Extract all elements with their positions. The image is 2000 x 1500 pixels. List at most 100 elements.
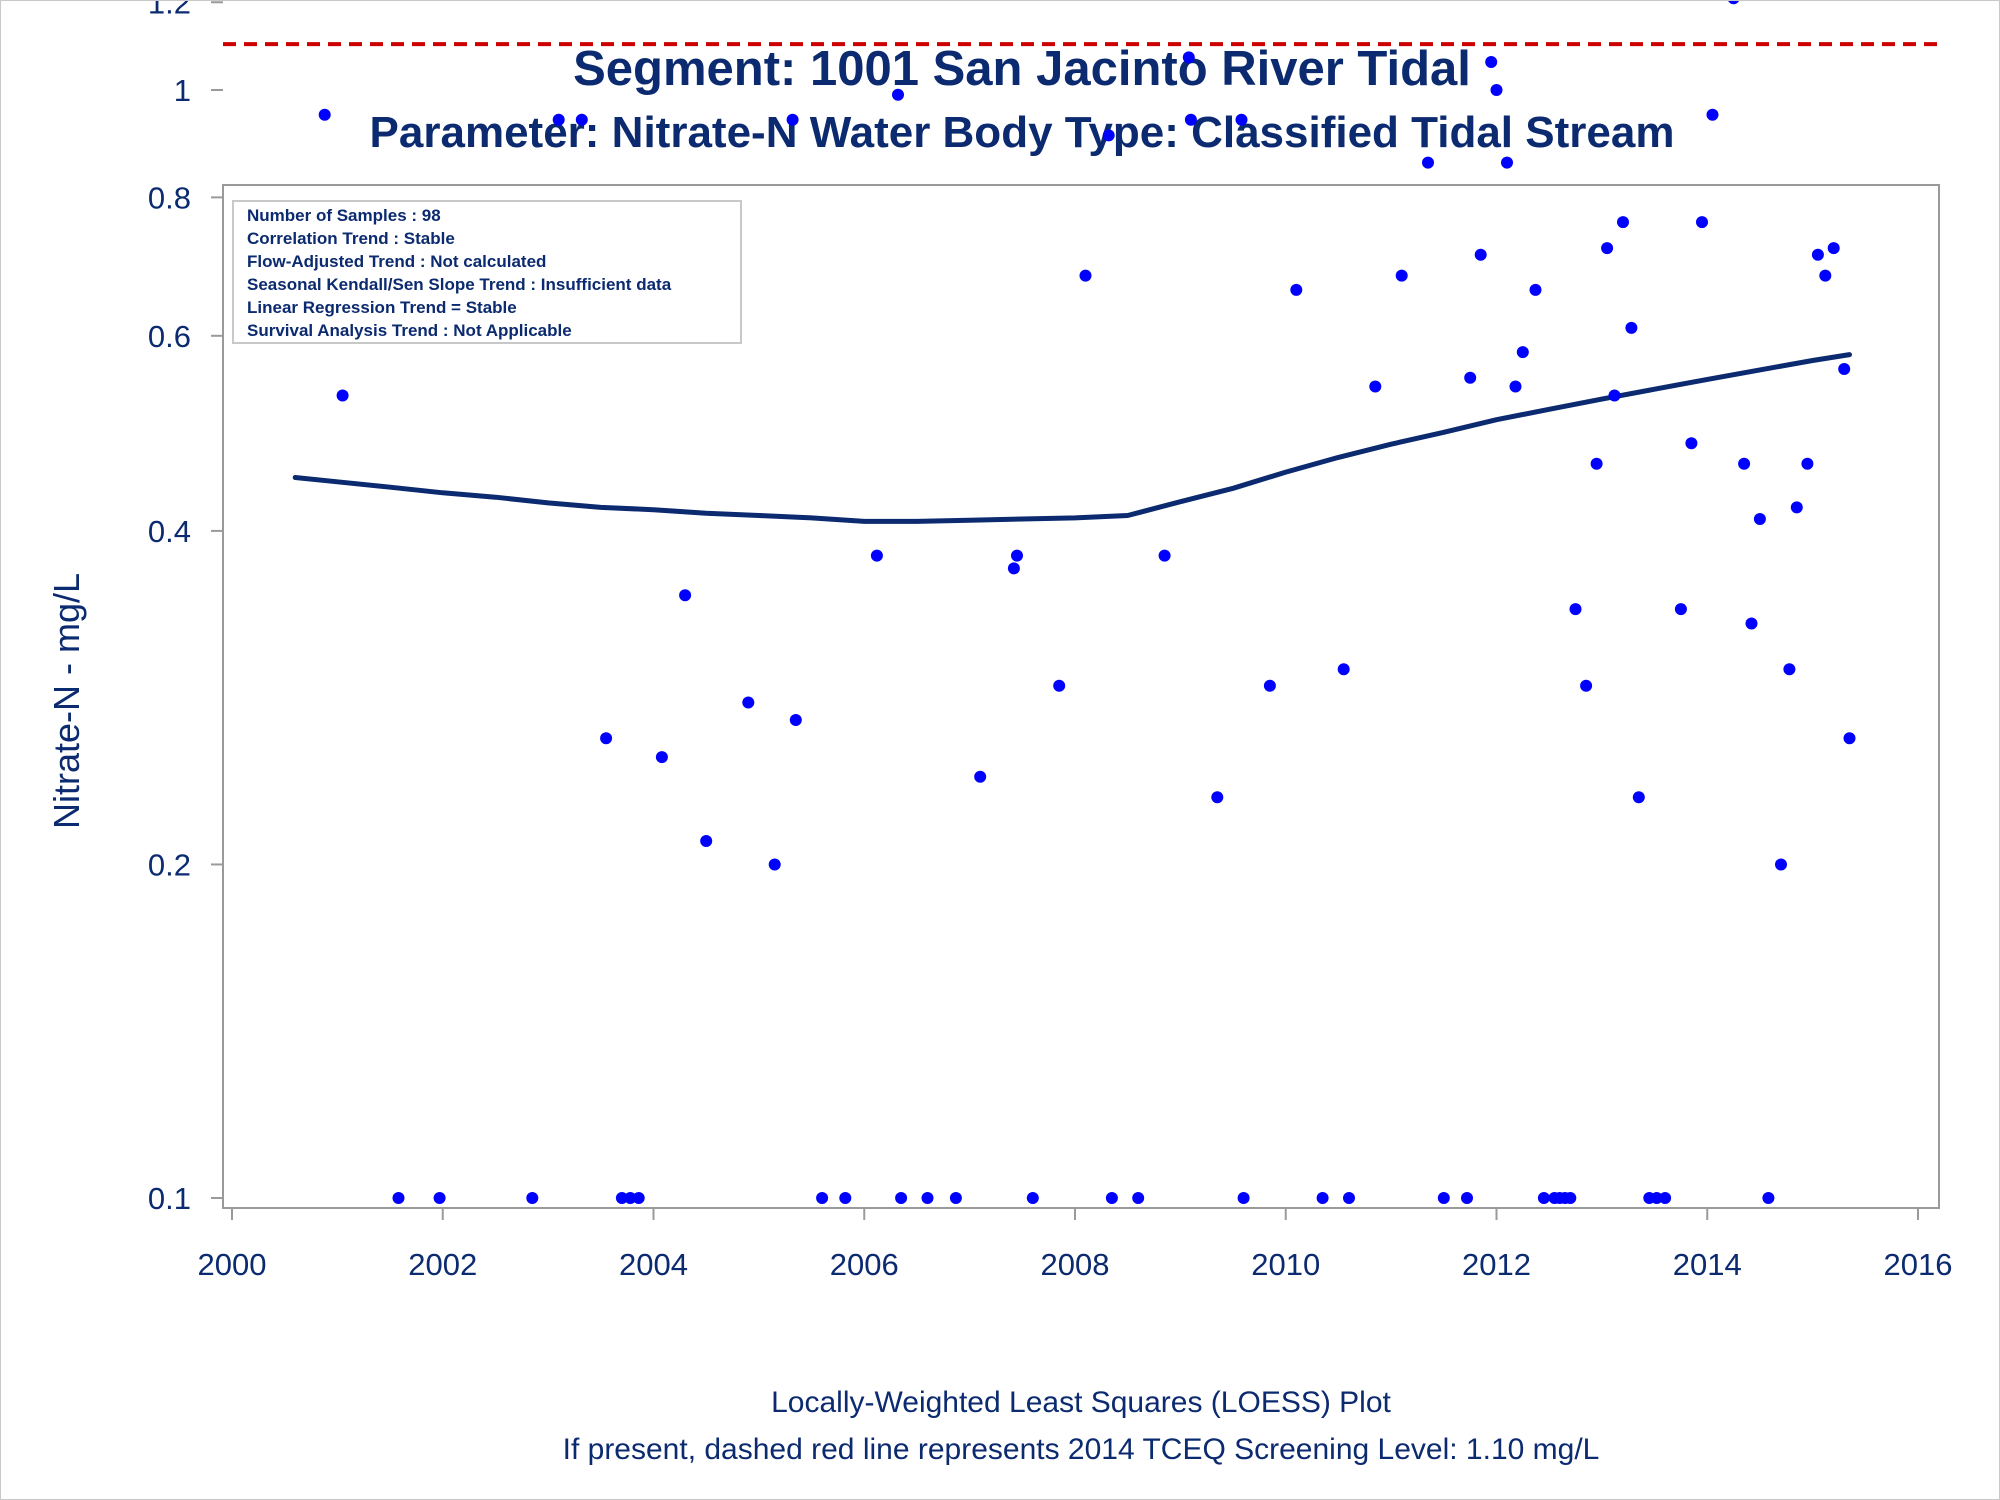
data-point bbox=[1537, 1192, 1550, 1204]
data-point bbox=[768, 858, 781, 871]
data-point bbox=[1569, 603, 1582, 616]
x-tick-label: 2012 bbox=[1462, 1247, 1531, 1282]
data-point bbox=[1105, 1192, 1118, 1204]
data-point bbox=[1490, 84, 1503, 96]
points-layer bbox=[284, 1, 1856, 1204]
x-tick-label: 2000 bbox=[198, 1247, 267, 1282]
data-point bbox=[1079, 269, 1092, 282]
data-point bbox=[1235, 113, 1248, 126]
data-point bbox=[786, 113, 799, 126]
data-point bbox=[1007, 562, 1020, 575]
data-point bbox=[1590, 457, 1603, 470]
data-point bbox=[1437, 1192, 1450, 1204]
data-point bbox=[1564, 1192, 1577, 1204]
data-point bbox=[600, 732, 613, 745]
data-point bbox=[679, 589, 692, 602]
data-point bbox=[1158, 549, 1171, 562]
data-point bbox=[1263, 679, 1276, 692]
data-point bbox=[1184, 113, 1197, 126]
data-point bbox=[1601, 242, 1614, 255]
stats-line: Linear Regression Trend = Stable bbox=[247, 298, 517, 317]
x-axis: 2000 2002 2004 2006 2008 2010 2012 2014 2016 bbox=[198, 1208, 1953, 1282]
data-point bbox=[1801, 457, 1814, 470]
data-point bbox=[392, 1192, 405, 1204]
data-point bbox=[1337, 663, 1350, 676]
data-point bbox=[1650, 1192, 1663, 1204]
data-point bbox=[1422, 156, 1434, 169]
data-point bbox=[1728, 1, 1739, 5]
data-point bbox=[1501, 156, 1513, 169]
x-tick-label: 2016 bbox=[1884, 1247, 1953, 1282]
data-point bbox=[1674, 603, 1687, 616]
data-point bbox=[1617, 216, 1629, 229]
data-point bbox=[1464, 371, 1477, 384]
data-point bbox=[1685, 437, 1698, 450]
chart-subtitle: Parameter: Nitrate-N Water Body Type: Cl… bbox=[370, 108, 1675, 157]
data-point bbox=[700, 835, 713, 847]
data-point bbox=[742, 696, 755, 709]
data-point bbox=[318, 108, 331, 121]
x-tick-label: 2002 bbox=[408, 1247, 477, 1282]
data-point bbox=[1608, 389, 1621, 402]
data-point bbox=[1211, 791, 1224, 804]
data-point bbox=[1474, 248, 1487, 261]
y-tick-label: 0.8 bbox=[148, 180, 191, 215]
data-point bbox=[1843, 732, 1856, 745]
data-point bbox=[1026, 1192, 1039, 1204]
data-point bbox=[1461, 1192, 1473, 1204]
y-tick-label: 0.4 bbox=[148, 514, 191, 549]
y-tick-label: 0.6 bbox=[148, 319, 191, 354]
data-point bbox=[433, 1192, 446, 1204]
data-point bbox=[655, 751, 668, 764]
plot-area bbox=[222, 184, 1940, 1209]
data-point bbox=[1696, 216, 1708, 229]
data-point bbox=[1132, 1192, 1145, 1204]
data-point bbox=[336, 389, 349, 402]
data-point bbox=[1838, 363, 1851, 375]
data-point bbox=[1316, 1192, 1329, 1204]
data-point bbox=[1509, 380, 1522, 393]
stats-line: Seasonal Kendall/Sen Slope Trend : Insuf… bbox=[247, 275, 672, 294]
data-point bbox=[1762, 1192, 1775, 1204]
data-point bbox=[974, 770, 987, 783]
data-point bbox=[1738, 457, 1751, 470]
data-point bbox=[892, 88, 904, 101]
x-tick-label: 2014 bbox=[1673, 1247, 1742, 1282]
data-point bbox=[1783, 663, 1796, 676]
data-point bbox=[1790, 501, 1803, 514]
data-point bbox=[839, 1192, 852, 1204]
data-point bbox=[615, 1192, 628, 1204]
y-axis-label: Nitrate-N - mg/L bbox=[46, 573, 87, 829]
x-tick-label: 2006 bbox=[830, 1247, 899, 1282]
footnote-line: Locally-Weighted Least Squares (LOESS) P… bbox=[771, 1386, 1391, 1419]
x-tick-label: 2010 bbox=[1251, 1247, 1320, 1282]
stats-box: Number of Samples : 98 Correlation Trend… bbox=[232, 200, 742, 344]
data-point bbox=[1102, 129, 1115, 142]
footnote-line: If present, dashed red line represents 2… bbox=[563, 1433, 1600, 1466]
stats-line: Number of Samples : 98 bbox=[247, 206, 441, 225]
data-point bbox=[1011, 549, 1023, 562]
chart-title: Segment: 1001 San Jacinto River Tidal bbox=[573, 42, 1471, 96]
data-point bbox=[816, 1192, 829, 1204]
x-tick-label: 2008 bbox=[1041, 1247, 1110, 1282]
data-point bbox=[949, 1192, 962, 1204]
data-point bbox=[624, 1192, 637, 1204]
x-tick-label: 2004 bbox=[619, 1247, 688, 1282]
data-point bbox=[895, 1192, 908, 1204]
stats-line: Flow-Adjusted Trend : Not calculated bbox=[247, 252, 546, 271]
data-point bbox=[1053, 679, 1066, 692]
data-point bbox=[1745, 617, 1758, 630]
data-point bbox=[1580, 679, 1593, 692]
data-point bbox=[1625, 321, 1638, 334]
y-tick-label: 0.2 bbox=[148, 847, 191, 882]
stats-box-border bbox=[232, 200, 742, 344]
data-point bbox=[1706, 108, 1719, 121]
data-point bbox=[1343, 1192, 1355, 1204]
data-point bbox=[1369, 380, 1382, 393]
y-tick-label: 1 bbox=[174, 73, 191, 108]
data-point bbox=[1819, 269, 1832, 282]
data-point bbox=[632, 1192, 645, 1204]
data-point bbox=[1395, 269, 1408, 282]
data-point bbox=[1775, 858, 1787, 871]
